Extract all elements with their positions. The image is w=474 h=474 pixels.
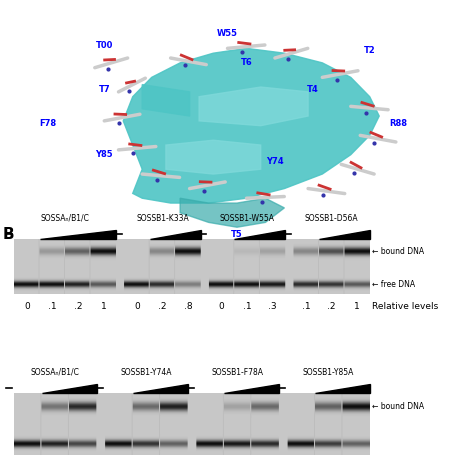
Text: SOSSB1-W55A: SOSSB1-W55A	[219, 214, 274, 223]
Text: .2: .2	[73, 302, 82, 311]
Text: .2: .2	[158, 302, 167, 311]
Text: 0: 0	[134, 302, 140, 311]
Text: R88: R88	[389, 118, 407, 128]
Text: T2: T2	[364, 46, 375, 55]
Polygon shape	[142, 85, 190, 116]
Text: .1: .1	[302, 302, 310, 311]
Text: T6: T6	[241, 58, 252, 67]
Text: 0: 0	[219, 302, 224, 311]
Text: .8: .8	[183, 302, 192, 311]
Text: T7: T7	[99, 85, 110, 94]
Text: .1: .1	[243, 302, 251, 311]
Text: Y85: Y85	[95, 150, 113, 159]
Text: 1: 1	[354, 302, 360, 311]
Polygon shape	[199, 87, 308, 126]
Polygon shape	[180, 198, 284, 227]
Text: SOSSAₙ/B1/C: SOSSAₙ/B1/C	[31, 368, 80, 377]
Text: 0: 0	[24, 302, 30, 311]
Text: T5: T5	[231, 230, 243, 239]
Text: .1: .1	[48, 302, 57, 311]
Text: ← free DNA: ← free DNA	[372, 280, 415, 289]
Text: .2: .2	[327, 302, 336, 311]
Text: SOSSB1-Y85A: SOSSB1-Y85A	[303, 368, 354, 377]
Text: Y74: Y74	[266, 157, 284, 166]
Text: SOSSB1-K33A: SOSSB1-K33A	[136, 214, 189, 223]
Text: F78: F78	[39, 118, 56, 128]
Text: 1: 1	[100, 302, 106, 311]
Text: T4: T4	[307, 85, 319, 94]
Text: SOSSAₙ/B1/C: SOSSAₙ/B1/C	[41, 214, 90, 223]
Text: SOSSB1-F78A: SOSSB1-F78A	[211, 368, 264, 377]
Text: B: B	[2, 227, 14, 242]
Text: SOSSB1-D56A: SOSSB1-D56A	[305, 214, 358, 223]
Text: Relative levels: Relative levels	[372, 302, 438, 311]
Polygon shape	[123, 48, 379, 203]
Text: ← bound DNA: ← bound DNA	[372, 402, 424, 411]
Text: W55: W55	[217, 29, 238, 38]
Text: SOSSB1-Y74A: SOSSB1-Y74A	[121, 368, 172, 377]
Text: T00: T00	[96, 41, 113, 50]
Text: ← bound DNA: ← bound DNA	[372, 247, 424, 256]
Text: .3: .3	[268, 302, 277, 311]
Polygon shape	[166, 140, 261, 174]
